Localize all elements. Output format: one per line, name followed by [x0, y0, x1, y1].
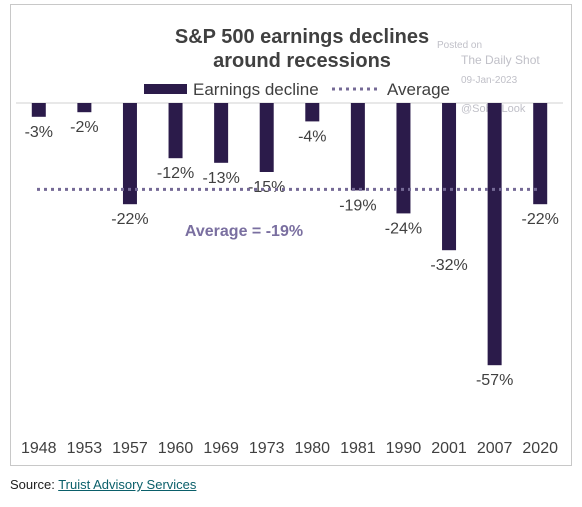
x-tick-1990: 1990	[386, 440, 422, 457]
data-label-1953: -2%	[70, 119, 98, 136]
data-label-1957: -22%	[111, 211, 148, 228]
bar-2001	[442, 103, 457, 251]
x-tick-1957: 1957	[112, 440, 148, 457]
data-label-1960: -12%	[157, 165, 194, 182]
bar-1973	[259, 103, 274, 172]
watermark-site: The Daily Shot	[461, 53, 540, 67]
x-tick-2001: 2001	[431, 440, 467, 457]
bar-chart: S&P 500 earnings declines around recessi…	[16, 26, 563, 457]
data-label-1981: -19%	[339, 197, 376, 214]
chart-title-line-1: S&P 500 earnings declines	[175, 26, 429, 48]
data-label-2007: -57%	[476, 372, 513, 389]
x-tick-1960: 1960	[158, 440, 194, 457]
source-prefix: Source:	[10, 477, 59, 492]
bar-2020	[533, 103, 548, 205]
x-tick-1973: 1973	[249, 440, 285, 457]
source-note: Source: Truist Advisory Services	[10, 477, 196, 492]
data-label-1969: -13%	[202, 170, 239, 187]
x-tick-1981: 1981	[340, 440, 376, 457]
legend: Earnings decline Average	[144, 80, 450, 99]
x-tick-1969: 1969	[203, 440, 239, 457]
data-label-1980: -4%	[298, 128, 326, 145]
bar-1957	[122, 103, 137, 205]
plot-area: -3% 1948 -2% 1953 -22% 1957 -12% 1960 -13% 1969 -1…	[16, 102, 563, 457]
bar-1980	[305, 103, 320, 122]
bar-1948	[31, 103, 46, 117]
watermark-date: 09-Jan-2023	[461, 75, 518, 86]
x-tick-2007: 2007	[477, 440, 513, 457]
legend-label-average: Average	[387, 80, 450, 99]
legend-swatch-earnings-decline	[144, 84, 187, 94]
x-tick-1980: 1980	[294, 440, 330, 457]
average-label: Average = -19%	[185, 223, 303, 240]
legend-label-earnings-decline: Earnings decline	[193, 80, 319, 99]
source-link[interactable]: Truist Advisory Services	[58, 477, 197, 492]
bar-1960	[168, 103, 183, 159]
x-tick-1953: 1953	[67, 440, 103, 457]
chart-title: S&P 500 earnings declines around recessi…	[175, 26, 429, 72]
bar-2007	[487, 103, 502, 366]
data-label-1973: -15%	[248, 179, 285, 196]
bar-1981	[350, 103, 365, 191]
data-label-2020: -22%	[522, 211, 559, 228]
bar-1969	[214, 103, 229, 163]
bar-1953	[77, 103, 92, 113]
x-tick-1948: 1948	[21, 440, 57, 457]
data-label-1990: -24%	[385, 220, 422, 237]
chart-frame: S&P 500 earnings declines around recessi…	[10, 4, 572, 466]
x-tick-2020: 2020	[522, 440, 558, 457]
bar-1990	[396, 103, 411, 214]
chart-title-line-2: around recessions	[213, 50, 391, 72]
watermark-posted-on: Posted on	[437, 40, 482, 51]
data-label-2001: -32%	[430, 257, 467, 274]
data-label-1948: -3%	[25, 124, 53, 141]
